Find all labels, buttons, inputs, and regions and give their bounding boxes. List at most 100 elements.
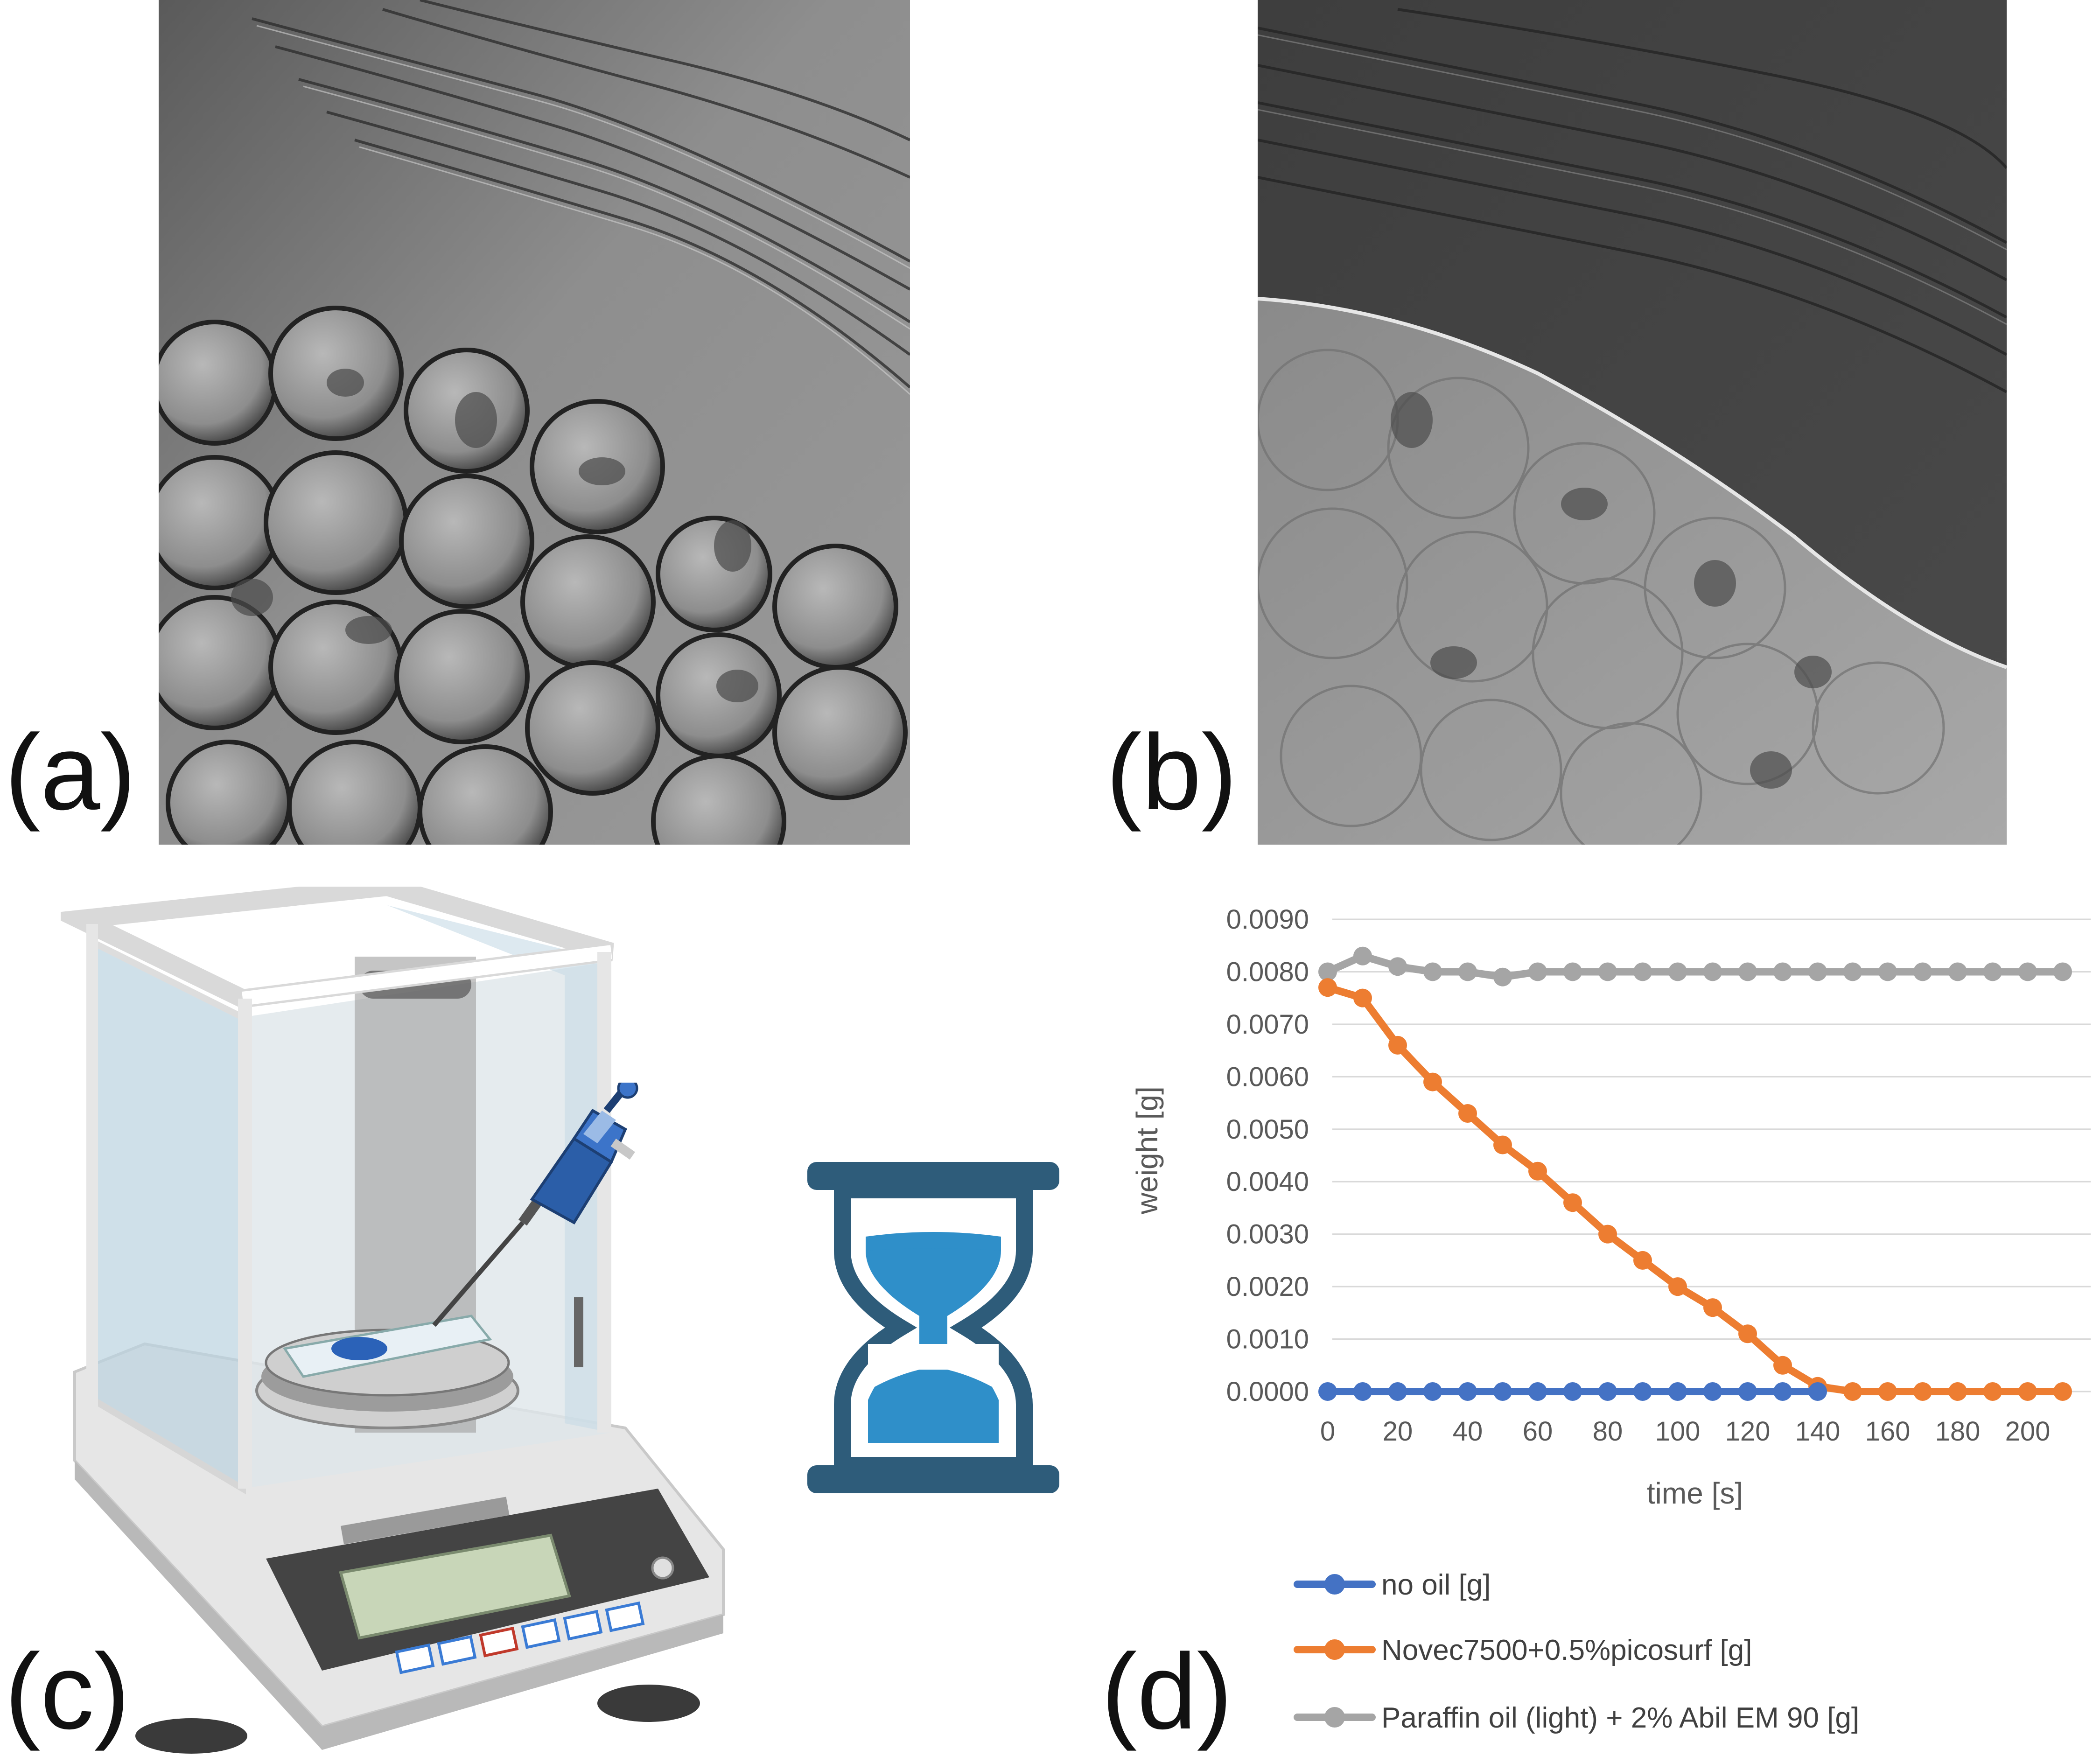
data-point xyxy=(1423,962,1442,981)
chart-series xyxy=(1318,946,2072,1401)
data-point xyxy=(1563,1382,1582,1401)
legend-label: Paraffin oil (light) + 2% Abil EM 90 [g] xyxy=(1381,1702,1859,1734)
panel-label-c: (c) xyxy=(5,1631,130,1751)
data-point xyxy=(1598,962,1617,981)
data-point xyxy=(1563,962,1582,981)
x-tick-label: 120 xyxy=(1725,1416,1771,1447)
data-point xyxy=(1353,946,1372,965)
y-tick-label: 0.0060 xyxy=(1226,1062,1309,1092)
x-tick-label: 160 xyxy=(1865,1416,1911,1447)
data-point xyxy=(1913,1382,1932,1401)
data-point xyxy=(1808,1382,1827,1401)
x-axis-title: time [s] xyxy=(1647,1476,1743,1510)
x-tick-label: 180 xyxy=(1935,1416,1981,1447)
data-point xyxy=(1843,962,1862,981)
data-point xyxy=(1528,1161,1547,1181)
data-point xyxy=(1913,962,1932,981)
x-tick-label: 40 xyxy=(1453,1416,1483,1447)
y-tick-label: 0.0090 xyxy=(1226,904,1309,935)
legend-marker xyxy=(1324,1574,1345,1595)
data-point xyxy=(1493,967,1512,986)
data-point xyxy=(1388,957,1407,976)
data-point xyxy=(1633,1251,1652,1270)
data-point xyxy=(1493,1135,1512,1154)
weight-vs-time-chart: 0.0000 0.0010 0.0020 0.0030 0.0040 0.0050 0.00… xyxy=(1120,873,2100,1756)
y-tick-label: 0.0070 xyxy=(1226,1009,1309,1040)
data-point xyxy=(1633,1382,1652,1401)
data-point xyxy=(1948,962,1967,981)
x-tick-label: 100 xyxy=(1655,1416,1701,1447)
y-tick-label: 0.0050 xyxy=(1226,1114,1309,1145)
data-point xyxy=(1458,1382,1477,1401)
data-point xyxy=(1878,1382,1897,1401)
panel-label-b: (b) xyxy=(1106,712,1238,832)
data-point xyxy=(1528,962,1547,981)
series-0 xyxy=(1318,1382,1827,1401)
y-tick-label: 0.0030 xyxy=(1226,1219,1309,1250)
data-point xyxy=(1458,962,1477,981)
data-point xyxy=(1353,1382,1372,1401)
x-tick-label: 60 xyxy=(1523,1416,1553,1447)
data-point xyxy=(2053,1382,2072,1401)
data-point xyxy=(1738,962,1757,981)
data-point xyxy=(1423,1072,1442,1091)
micrograph-b xyxy=(1258,0,2007,845)
data-point xyxy=(1843,1382,1862,1401)
data-point xyxy=(1703,962,1722,981)
data-point xyxy=(1353,988,1372,1007)
x-tick-label: 200 xyxy=(2005,1416,2051,1447)
data-point xyxy=(1633,962,1652,981)
data-point xyxy=(1948,1382,1967,1401)
data-point xyxy=(1563,1193,1582,1212)
data-point xyxy=(1668,1277,1687,1296)
micrograph-a xyxy=(159,0,910,845)
data-point xyxy=(1773,962,1792,981)
data-point xyxy=(1983,962,2002,981)
panel-label-d: (d) xyxy=(1101,1631,1233,1751)
y-tick-label: 0.0020 xyxy=(1226,1272,1309,1302)
legend-label: no oil [g] xyxy=(1381,1569,1491,1601)
series-line xyxy=(1324,984,2066,1395)
data-point xyxy=(1668,1382,1687,1401)
legend-marker xyxy=(1324,1707,1345,1728)
data-point xyxy=(2018,962,2037,981)
hourglass-icon xyxy=(807,1157,1059,1507)
data-point xyxy=(1598,1382,1617,1401)
legend-label: Novec7500+0.5%picosurf [g] xyxy=(1381,1634,1752,1666)
data-point xyxy=(1388,1035,1407,1055)
x-tick-label: 140 xyxy=(1795,1416,1841,1447)
data-point xyxy=(1773,1382,1792,1401)
series-2 xyxy=(1318,946,2072,986)
chart-legend: no oil [g] Novec7500+0.5%picosurf [g] Para… xyxy=(1294,1569,1859,1734)
series-line xyxy=(1324,952,2066,981)
y-axis-title: weight [g] xyxy=(1130,1086,1164,1215)
chart-gridlines xyxy=(1332,918,2091,1392)
panel-label-a: (a) xyxy=(5,712,136,832)
data-point xyxy=(1808,962,1827,981)
y-axis-ticks: 0.0000 0.0010 0.0020 0.0030 0.0040 0.0050 0.00… xyxy=(1226,904,1309,1407)
y-tick-label: 0.0000 xyxy=(1226,1377,1309,1407)
data-point xyxy=(1703,1298,1722,1317)
x-tick-label: 80 xyxy=(1593,1416,1623,1447)
data-point xyxy=(1318,962,1337,981)
series-1 xyxy=(1318,978,2072,1401)
data-point xyxy=(1738,1324,1757,1343)
data-point xyxy=(1458,1104,1477,1123)
x-tick-label: 20 xyxy=(1383,1416,1413,1447)
data-point xyxy=(1703,1382,1722,1401)
data-point xyxy=(2018,1382,2037,1401)
data-point xyxy=(1528,1382,1547,1401)
data-point xyxy=(1318,1382,1337,1401)
legend-marker xyxy=(1324,1639,1345,1660)
pipette-icon xyxy=(406,1083,649,1344)
data-point xyxy=(1983,1382,2002,1401)
x-axis-ticks: 0 20 40 60 80 100 120 140 160 180 200 xyxy=(1320,1416,2051,1447)
data-point xyxy=(1773,1356,1792,1375)
data-point xyxy=(1598,1224,1617,1244)
data-point xyxy=(1388,1382,1407,1401)
data-point xyxy=(1493,1382,1512,1401)
data-point xyxy=(1738,1382,1757,1401)
data-point xyxy=(2053,962,2072,981)
data-point xyxy=(1318,978,1337,997)
data-point xyxy=(1423,1382,1442,1401)
